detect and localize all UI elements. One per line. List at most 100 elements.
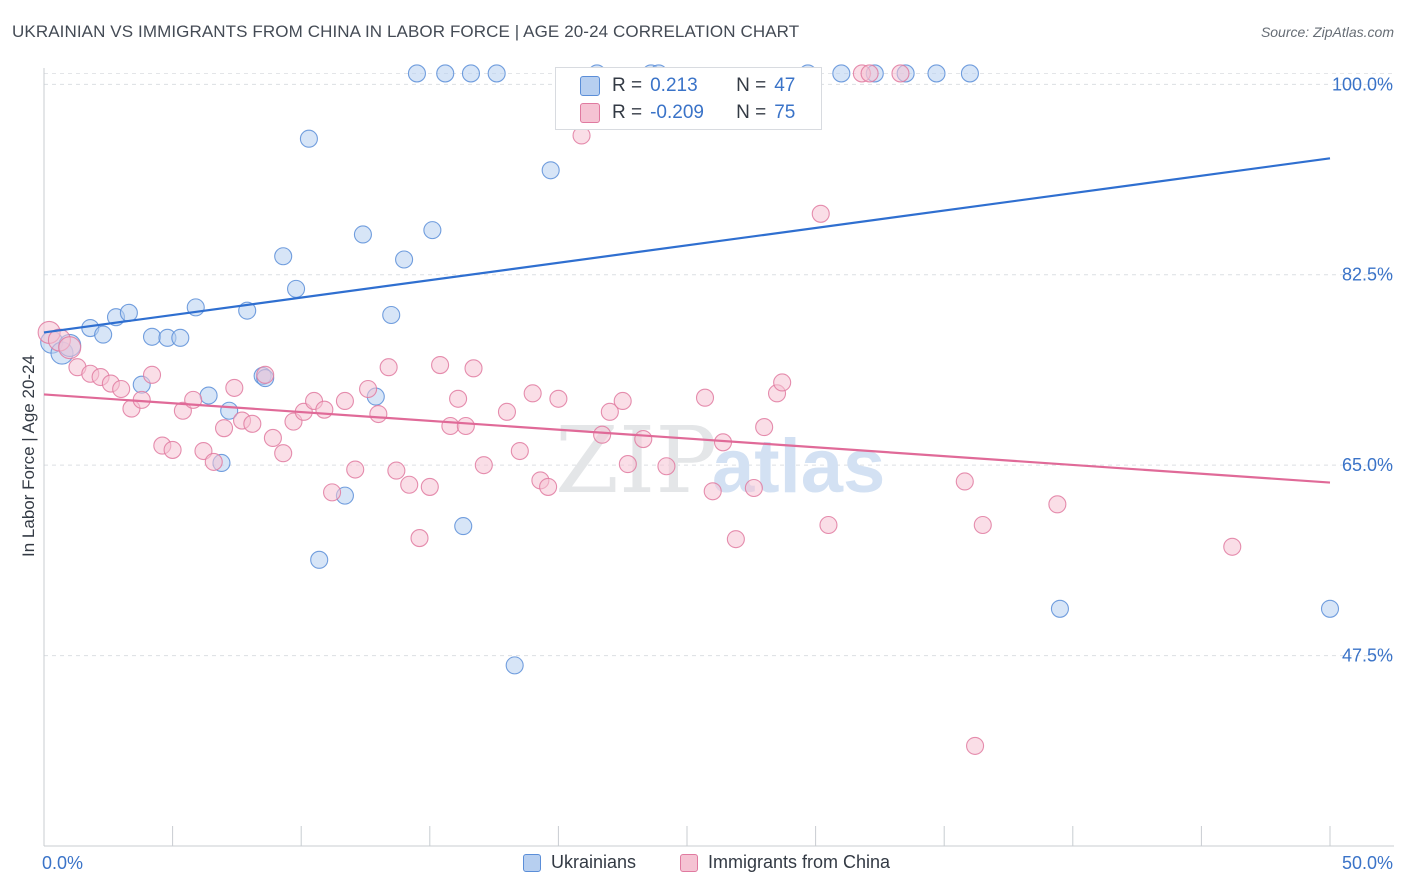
trend-line-ukrainians xyxy=(43,157,1331,334)
gridlines xyxy=(44,72,1394,657)
stats-legend: R = 0.213 N = 47 R = -0.209 N = 75 xyxy=(555,67,822,130)
point-china xyxy=(744,478,763,498)
watermark: ZIP atlas xyxy=(555,407,885,514)
point-ukrainians xyxy=(142,327,162,346)
point-china xyxy=(204,452,223,471)
point-china xyxy=(456,416,475,436)
point-china xyxy=(860,64,879,83)
point-china xyxy=(966,736,985,755)
point-china xyxy=(142,365,162,384)
point-china xyxy=(497,402,517,421)
point-china xyxy=(449,389,468,408)
point-ukrainians xyxy=(353,225,372,244)
point-china xyxy=(315,400,334,419)
point-china xyxy=(1048,495,1067,514)
point-ukrainians xyxy=(505,656,524,675)
point-ukrainians xyxy=(454,517,473,536)
point-ukrainians xyxy=(395,250,414,269)
point-china xyxy=(773,373,792,392)
point-ukrainians xyxy=(541,161,560,180)
point-ukrainians xyxy=(274,247,293,266)
point-china xyxy=(955,472,974,491)
point-china xyxy=(755,418,774,437)
stats-swatch-china xyxy=(580,103,600,123)
x-tick-label-max: 50.0% xyxy=(1342,853,1393,873)
point-ukrainians xyxy=(832,64,851,83)
y-tick-label: 100.0% xyxy=(1332,74,1393,94)
point-china xyxy=(474,456,493,475)
point-ukrainians xyxy=(461,64,481,83)
point-china xyxy=(420,477,439,496)
legend-label-ukrainians: Ukrainians xyxy=(551,852,637,872)
point-china xyxy=(112,379,131,399)
stats-r-label: R = xyxy=(612,75,643,96)
point-ukrainians xyxy=(1320,599,1340,618)
point-ukrainians xyxy=(287,279,306,298)
x-ticks xyxy=(43,826,1331,846)
stats-n-label: N = xyxy=(736,102,767,123)
point-china xyxy=(346,460,365,479)
watermark-atlas: atlas xyxy=(712,424,885,509)
trend-lines xyxy=(43,157,1331,484)
point-china xyxy=(523,384,542,403)
point-ukrainians xyxy=(310,550,329,569)
point-china xyxy=(695,388,715,407)
point-ukrainians xyxy=(1050,599,1069,618)
point-china xyxy=(811,204,830,223)
point-ukrainians xyxy=(423,221,442,240)
point-china xyxy=(379,358,398,377)
stats-n-value: 75 xyxy=(774,102,796,123)
point-china xyxy=(441,416,460,436)
point-ukrainians xyxy=(436,64,455,83)
point-china xyxy=(618,455,637,474)
point-china xyxy=(256,365,275,384)
legend-item-china[interactable]: Immigrants from China xyxy=(680,852,890,873)
stats-r-value: -0.209 xyxy=(650,102,704,123)
point-china xyxy=(323,483,342,502)
point-ukrainians xyxy=(119,303,138,322)
point-china xyxy=(400,475,419,494)
stats-n-label: N = xyxy=(736,75,767,96)
stats-row-ukrainians: R = 0.213 N = 47 xyxy=(580,72,795,100)
point-china xyxy=(657,457,676,476)
point-ukrainians xyxy=(960,64,979,83)
point-china xyxy=(335,391,354,411)
point-china xyxy=(431,356,450,375)
stats-n-value: 47 xyxy=(774,75,796,96)
point-china xyxy=(549,389,568,408)
point-china xyxy=(225,378,244,397)
point-china xyxy=(58,336,82,360)
point-china xyxy=(726,530,745,549)
point-china xyxy=(593,425,612,444)
point-ukrainians xyxy=(407,64,426,83)
point-china xyxy=(263,428,282,448)
point-china xyxy=(359,379,378,399)
point-ukrainians xyxy=(927,64,946,83)
point-china xyxy=(369,404,388,424)
legend-swatch-ukrainians xyxy=(523,853,541,872)
point-ukrainians xyxy=(94,325,113,344)
point-china xyxy=(891,64,910,83)
stats-swatch-ukrainians xyxy=(580,76,600,96)
point-china xyxy=(819,515,838,535)
point-china xyxy=(510,441,529,461)
point-china xyxy=(387,461,406,480)
legend-item-ukrainians[interactable]: Ukrainians xyxy=(523,852,636,873)
y-tick-label: 47.5% xyxy=(1342,646,1393,666)
trend-line-china xyxy=(43,393,1331,484)
point-ukrainians xyxy=(299,129,318,148)
point-china xyxy=(634,429,653,449)
point-china xyxy=(973,515,992,535)
y-tick-label: 82.5% xyxy=(1342,265,1393,285)
point-china xyxy=(410,529,429,548)
point-china xyxy=(274,444,293,463)
point-ukrainians xyxy=(487,64,506,83)
point-china xyxy=(600,402,619,421)
x-tick-label-min: 0.0% xyxy=(42,853,83,873)
point-china xyxy=(703,482,722,501)
y-axis-title: In Labor Force | Age 20-24 xyxy=(19,355,38,557)
stats-row-china: R = -0.209 N = 75 xyxy=(580,99,795,127)
point-ukrainians xyxy=(382,305,401,325)
y-tick-labels: 47.5% 65.0% 82.5% 100.0% xyxy=(1332,74,1393,665)
